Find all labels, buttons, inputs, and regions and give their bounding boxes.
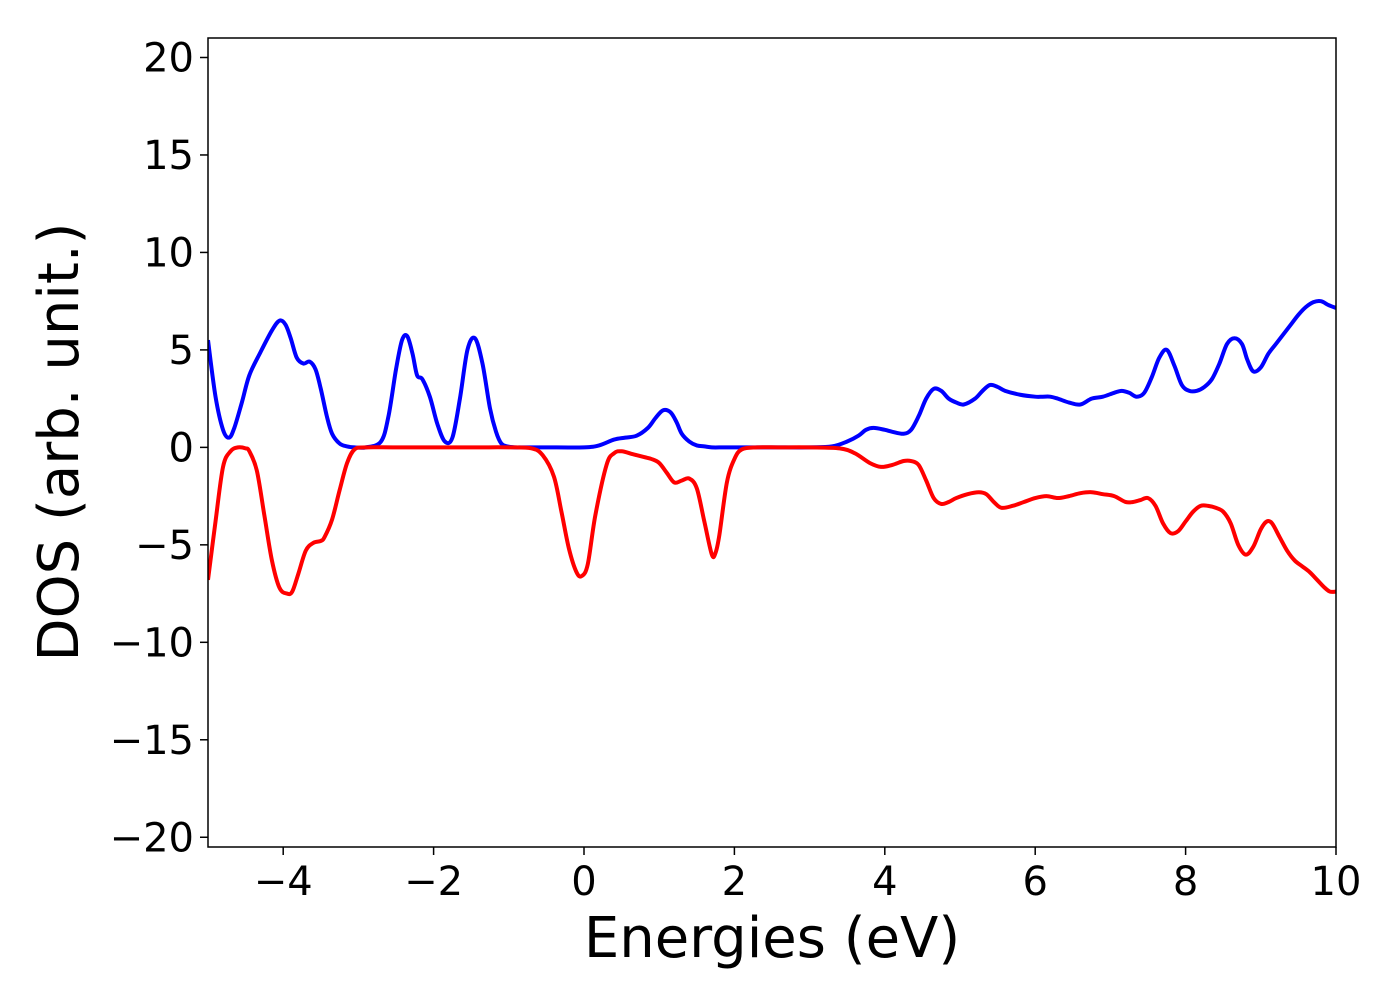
- x-tick-label: −2: [404, 859, 463, 905]
- y-tick-label: −5: [135, 523, 194, 569]
- series-line-red: [208, 445, 1336, 597]
- x-tick-label: 0: [571, 859, 596, 905]
- x-tick-label: −4: [254, 859, 313, 905]
- y-axis-ticks: −20 −15 −10 −5 0 5 10 15 20: [110, 35, 208, 861]
- y-tick-label: 15: [143, 133, 194, 179]
- series-line-blue: [208, 298, 1336, 450]
- y-tick-label: 20: [143, 35, 194, 81]
- y-tick-label: 5: [169, 328, 194, 374]
- y-tick-label: −15: [110, 718, 194, 764]
- x-tick-label: 4: [872, 859, 897, 905]
- y-tick-label: −10: [110, 620, 194, 666]
- x-tick-label: 6: [1022, 859, 1047, 905]
- x-tick-label: 8: [1173, 859, 1198, 905]
- x-axis-ticks: −4 −2 0 2 4 6 8 10: [254, 847, 1362, 905]
- y-tick-label: −20: [110, 815, 194, 861]
- x-axis-label: Energies (eV): [584, 906, 960, 971]
- y-axis-label: DOS (arb. unit.): [27, 222, 92, 661]
- plot-frame: [207, 37, 1337, 848]
- series-layer: [208, 298, 1336, 597]
- y-tick-label: 10: [143, 230, 194, 276]
- x-tick-label: 10: [1311, 859, 1362, 905]
- y-tick-label: 0: [169, 425, 194, 471]
- x-tick-label: 2: [722, 859, 747, 905]
